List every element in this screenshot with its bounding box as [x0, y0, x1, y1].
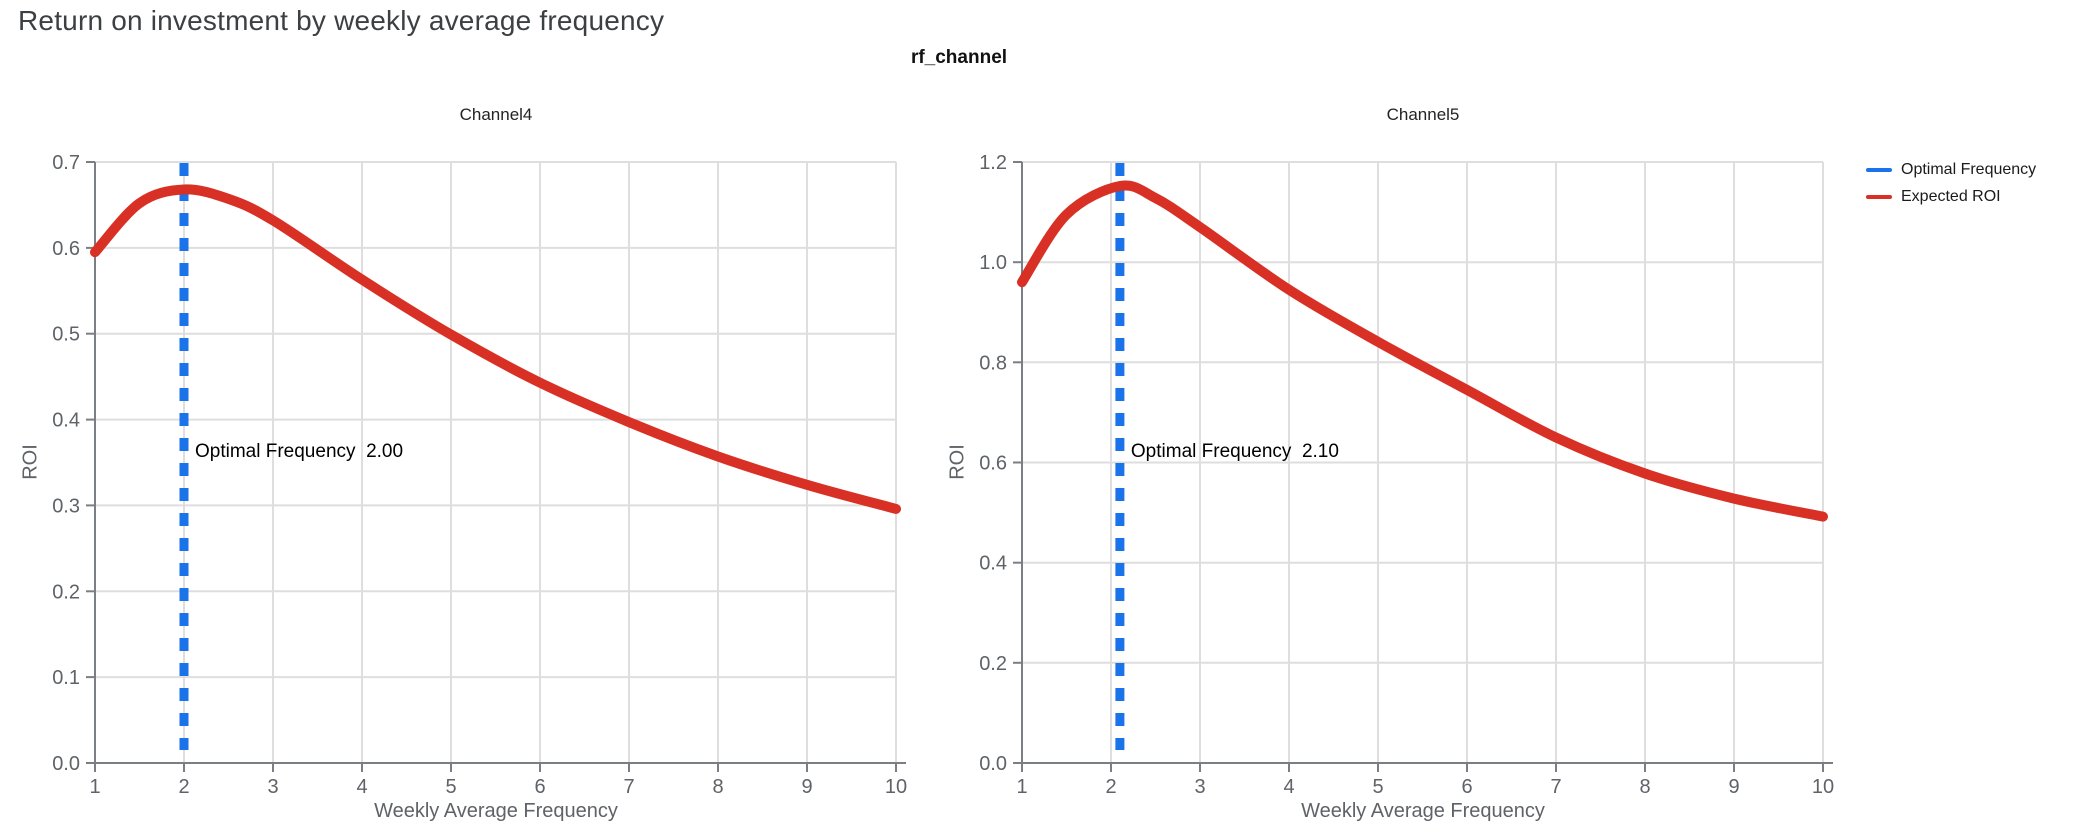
y-tick-label: 0.4: [979, 553, 1007, 575]
x-tick-label: 10: [1812, 776, 1834, 798]
y-tick-label: 0.6: [52, 238, 80, 260]
x-tick-label: 8: [1639, 776, 1650, 798]
legend-item-optimal-frequency: Optimal Frequency: [1866, 161, 2036, 179]
annotation-optimal-frequency-right: Optimal Frequency 2.10: [1130, 441, 1339, 462]
y-axis-label-left: ROI: [19, 444, 42, 480]
x-tick-label: 6: [534, 776, 545, 798]
y-tick-label: 0.6: [979, 453, 1007, 475]
y-tick-label: 0.5: [52, 324, 80, 346]
x-tick-label: 3: [267, 776, 278, 798]
legend-item-expected-roi: Expected ROI: [1866, 188, 2036, 206]
x-tick-label: 7: [1550, 776, 1561, 798]
y-tick-label: 0.0: [979, 753, 1007, 775]
y-tick-label: 1.2: [979, 152, 1007, 174]
chart-title-channel4: Channel4: [459, 105, 533, 124]
expected-roi-line-swatch-icon: [1866, 195, 1892, 199]
x-tick-label: 1: [1016, 776, 1027, 798]
y-tick-label: 0.4: [52, 410, 80, 432]
y-tick-label: 0.1: [52, 667, 80, 689]
legend: Optimal Frequency Expected ROI: [1866, 161, 2036, 206]
x-tick-label: 9: [1728, 776, 1739, 798]
y-tick-label: 0.2: [52, 581, 80, 603]
legend-label: Optimal Frequency: [1901, 161, 2037, 178]
x-tick-label: 3: [1194, 776, 1205, 798]
facet-title: rf_channel: [910, 47, 1008, 68]
chart-title-channel5: Channel5: [1386, 105, 1460, 124]
y-axis-label-right: ROI: [946, 444, 969, 480]
x-tick-label: 7: [623, 776, 634, 798]
x-axis-label-left: Weekly Average Frequency: [374, 800, 618, 822]
y-tick-label: 0.3: [52, 495, 80, 517]
y-tick-label: 0.7: [52, 152, 80, 174]
legend-label: Expected ROI: [1901, 188, 2001, 205]
x-tick-label: 4: [1283, 776, 1294, 798]
x-tick-label: 2: [1105, 776, 1116, 798]
x-tick-label: 9: [801, 776, 812, 798]
x-axis-label-right: Weekly Average Frequency: [1301, 800, 1545, 822]
y-tick-label: 0.8: [979, 352, 1007, 374]
x-tick-label: 2: [178, 776, 189, 798]
expected-roi-curve: [1017, 180, 1828, 522]
x-tick-label: 10: [885, 776, 907, 798]
expected-roi-curve: [90, 184, 901, 514]
x-tick-label: 5: [445, 776, 456, 798]
annotation-optimal-frequency-left: Optimal Frequency 2.00: [195, 441, 404, 462]
x-tick-label: 8: [712, 776, 723, 798]
x-tick-label: 4: [356, 776, 367, 798]
x-tick-label: 1: [89, 776, 100, 798]
x-tick-label: 6: [1461, 776, 1472, 798]
optimal-frequency-line-swatch-icon: [1866, 168, 1892, 172]
y-tick-label: 0.2: [979, 653, 1007, 675]
y-tick-label: 1.0: [979, 252, 1007, 274]
y-tick-label: 0.0: [52, 753, 80, 775]
page-title: Return on investment by weekly average f…: [18, 5, 665, 36]
x-tick-label: 5: [1372, 776, 1383, 798]
